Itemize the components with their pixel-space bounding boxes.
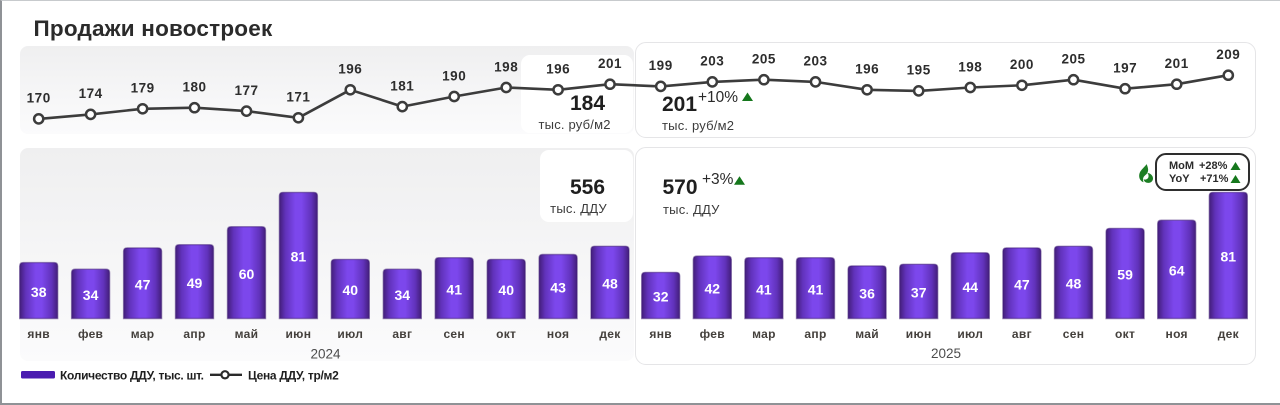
svg-text:205: 205 [1061, 52, 1085, 67]
svg-text:41: 41 [756, 281, 772, 297]
svg-text:июн: июн [906, 327, 932, 341]
svg-text:Количество ДДУ, тыс. шт.: Количество ДДУ, тыс. шт. [60, 369, 204, 383]
svg-text:48: 48 [602, 276, 618, 292]
svg-text:ноя: ноя [1166, 327, 1188, 341]
svg-text:64: 64 [1169, 263, 1185, 279]
svg-text:2024: 2024 [310, 347, 341, 362]
svg-text:38: 38 [31, 284, 47, 300]
svg-text:196: 196 [338, 62, 362, 77]
svg-text:июл: июл [957, 327, 983, 341]
svg-text:203: 203 [700, 54, 724, 69]
svg-text:177: 177 [234, 83, 258, 98]
svg-text:44: 44 [963, 279, 979, 295]
svg-text:41: 41 [446, 281, 462, 297]
svg-text:Цена ДДУ, тр/м2: Цена ДДУ, тр/м2 [248, 369, 339, 383]
svg-text:май: май [855, 327, 879, 341]
svg-text:198: 198 [958, 59, 982, 74]
svg-text:янв: янв [649, 327, 672, 341]
svg-text:окт: окт [496, 327, 516, 341]
svg-text:июл: июл [337, 327, 363, 341]
svg-text:170: 170 [27, 91, 51, 106]
svg-text:40: 40 [498, 282, 514, 298]
svg-text:май: май [235, 327, 259, 341]
svg-text:апр: апр [183, 327, 205, 341]
svg-text:авг: авг [1012, 327, 1032, 341]
svg-text:дек: дек [1218, 327, 1240, 341]
svg-text:июн: июн [286, 327, 312, 341]
svg-text:49: 49 [187, 275, 203, 291]
svg-text:201: 201 [1165, 56, 1189, 71]
svg-text:181: 181 [390, 78, 414, 93]
svg-text:171: 171 [286, 90, 310, 105]
svg-text:фев: фев [78, 327, 103, 341]
svg-text:196: 196 [855, 62, 879, 77]
svg-text:190: 190 [442, 68, 466, 83]
svg-text:34: 34 [83, 287, 99, 303]
svg-text:200: 200 [1010, 57, 1034, 72]
svg-text:203: 203 [803, 54, 827, 69]
svg-text:янв: янв [27, 327, 50, 341]
svg-text:180: 180 [182, 80, 206, 95]
svg-text:апр: апр [804, 327, 826, 341]
svg-text:81: 81 [291, 249, 307, 265]
svg-text:197: 197 [1113, 61, 1137, 76]
svg-text:205: 205 [752, 52, 776, 67]
svg-text:60: 60 [239, 266, 255, 282]
svg-text:авг: авг [392, 327, 412, 341]
svg-text:40: 40 [343, 282, 359, 298]
svg-text:48: 48 [1066, 276, 1082, 292]
svg-text:174: 174 [79, 86, 103, 101]
svg-text:фев: фев [700, 327, 725, 341]
svg-text:43: 43 [550, 280, 566, 296]
svg-text:сен: сен [1063, 327, 1085, 341]
svg-text:42: 42 [705, 281, 721, 297]
svg-text:дек: дек [599, 327, 621, 341]
svg-text:32: 32 [653, 289, 669, 305]
svg-text:196: 196 [546, 62, 570, 77]
svg-text:41: 41 [808, 281, 824, 297]
svg-text:сен: сен [443, 327, 465, 341]
svg-text:209: 209 [1216, 47, 1240, 62]
svg-text:47: 47 [1014, 276, 1030, 292]
svg-text:201: 201 [598, 56, 622, 71]
svg-text:34: 34 [395, 287, 411, 303]
svg-text:37: 37 [911, 285, 927, 301]
svg-text:195: 195 [907, 63, 931, 78]
svg-text:36: 36 [859, 285, 875, 301]
svg-text:мар: мар [131, 327, 155, 341]
svg-text:2025: 2025 [931, 346, 961, 361]
svg-text:мар: мар [752, 327, 776, 341]
svg-text:179: 179 [131, 81, 155, 96]
svg-text:198: 198 [494, 59, 518, 74]
svg-text:199: 199 [649, 58, 673, 73]
svg-text:47: 47 [135, 276, 151, 292]
svg-text:окт: окт [1115, 327, 1135, 341]
svg-text:81: 81 [1221, 249, 1237, 265]
svg-text:59: 59 [1117, 267, 1133, 283]
svg-text:ноя: ноя [547, 327, 569, 341]
